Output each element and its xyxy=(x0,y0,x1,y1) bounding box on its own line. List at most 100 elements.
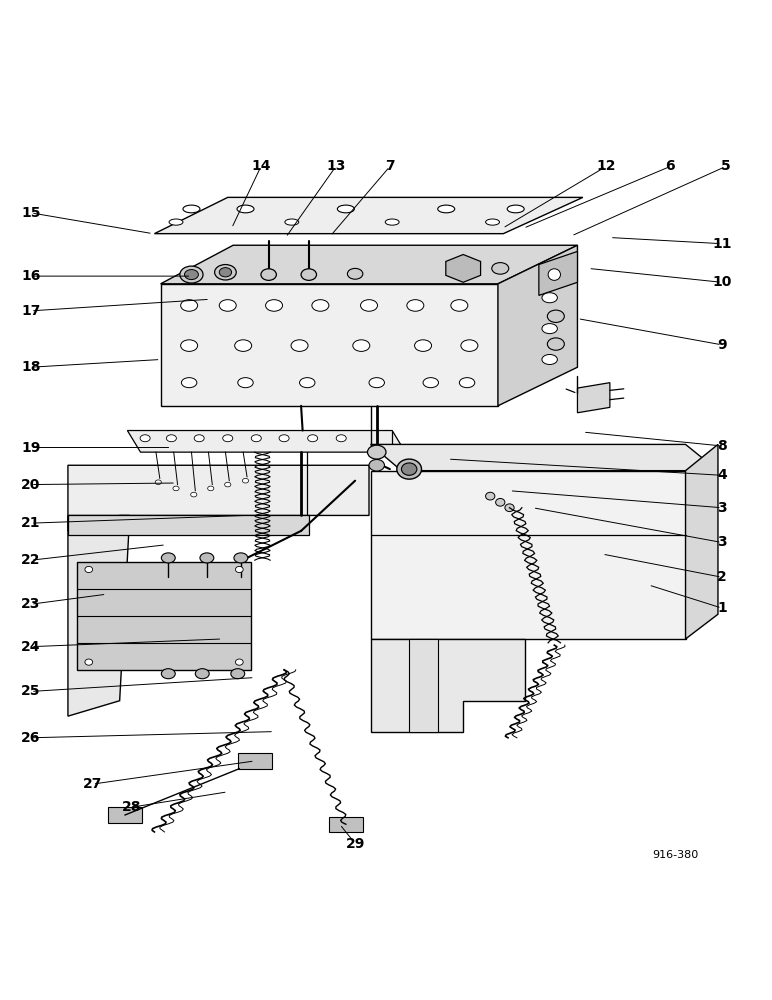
Ellipse shape xyxy=(459,378,475,388)
Text: 3: 3 xyxy=(717,501,726,515)
Polygon shape xyxy=(161,284,498,406)
Text: 22: 22 xyxy=(21,553,41,567)
Ellipse shape xyxy=(235,566,243,573)
Ellipse shape xyxy=(407,300,424,311)
Polygon shape xyxy=(498,245,577,406)
Ellipse shape xyxy=(181,378,197,388)
Ellipse shape xyxy=(238,378,253,388)
Text: 14: 14 xyxy=(251,159,271,173)
Ellipse shape xyxy=(312,300,329,311)
Ellipse shape xyxy=(235,340,252,351)
Text: 26: 26 xyxy=(21,731,41,745)
Ellipse shape xyxy=(215,265,236,280)
Ellipse shape xyxy=(337,205,354,213)
Ellipse shape xyxy=(180,266,203,283)
Ellipse shape xyxy=(367,445,386,459)
Ellipse shape xyxy=(235,659,243,665)
Text: 7: 7 xyxy=(385,159,394,173)
Ellipse shape xyxy=(423,378,438,388)
Text: 15: 15 xyxy=(21,206,41,220)
Text: 17: 17 xyxy=(21,304,41,318)
Ellipse shape xyxy=(385,219,399,225)
Ellipse shape xyxy=(161,553,175,563)
Text: 21: 21 xyxy=(21,516,41,530)
Ellipse shape xyxy=(242,478,249,483)
Ellipse shape xyxy=(300,378,315,388)
Text: 20: 20 xyxy=(21,478,41,492)
Text: 1: 1 xyxy=(717,601,726,615)
Ellipse shape xyxy=(85,659,93,665)
Polygon shape xyxy=(445,255,481,282)
Text: 19: 19 xyxy=(21,441,41,455)
Ellipse shape xyxy=(251,435,261,442)
Ellipse shape xyxy=(181,300,198,311)
Ellipse shape xyxy=(301,269,317,280)
Text: 16: 16 xyxy=(21,269,41,283)
Text: 10: 10 xyxy=(712,275,732,289)
Ellipse shape xyxy=(231,669,245,679)
Text: 11: 11 xyxy=(712,237,732,251)
Ellipse shape xyxy=(369,459,384,471)
Text: 2: 2 xyxy=(717,570,726,584)
Ellipse shape xyxy=(415,340,432,351)
Text: 18: 18 xyxy=(21,360,41,374)
Ellipse shape xyxy=(505,504,514,512)
Ellipse shape xyxy=(237,205,254,213)
Ellipse shape xyxy=(169,219,183,225)
Ellipse shape xyxy=(336,435,346,442)
Ellipse shape xyxy=(85,566,93,573)
Text: 13: 13 xyxy=(326,159,346,173)
Ellipse shape xyxy=(451,300,468,311)
Ellipse shape xyxy=(161,669,175,679)
Ellipse shape xyxy=(369,378,384,388)
Ellipse shape xyxy=(547,310,564,322)
Text: 25: 25 xyxy=(21,684,41,698)
Ellipse shape xyxy=(266,300,283,311)
Ellipse shape xyxy=(461,340,478,351)
Polygon shape xyxy=(371,471,686,639)
Text: 6: 6 xyxy=(665,159,675,173)
Ellipse shape xyxy=(155,480,161,485)
Ellipse shape xyxy=(219,300,236,311)
Ellipse shape xyxy=(486,492,495,500)
Polygon shape xyxy=(127,431,405,452)
Text: 27: 27 xyxy=(83,777,103,791)
Ellipse shape xyxy=(285,219,299,225)
Ellipse shape xyxy=(397,459,422,479)
Ellipse shape xyxy=(486,219,499,225)
Ellipse shape xyxy=(353,340,370,351)
Ellipse shape xyxy=(191,492,197,497)
Ellipse shape xyxy=(208,486,214,491)
Polygon shape xyxy=(371,444,718,471)
Ellipse shape xyxy=(401,463,417,475)
Ellipse shape xyxy=(185,270,198,280)
Polygon shape xyxy=(409,639,438,732)
Ellipse shape xyxy=(492,263,509,274)
Ellipse shape xyxy=(548,269,560,280)
Ellipse shape xyxy=(225,482,231,487)
Polygon shape xyxy=(577,383,610,413)
Ellipse shape xyxy=(234,553,248,563)
Ellipse shape xyxy=(200,553,214,563)
Ellipse shape xyxy=(183,205,200,213)
Ellipse shape xyxy=(181,340,198,351)
Polygon shape xyxy=(108,807,142,823)
Polygon shape xyxy=(371,639,525,732)
Polygon shape xyxy=(238,753,272,769)
Text: 12: 12 xyxy=(596,159,616,173)
Polygon shape xyxy=(398,466,423,478)
Ellipse shape xyxy=(140,435,150,442)
Polygon shape xyxy=(68,465,369,531)
Polygon shape xyxy=(154,197,583,234)
Ellipse shape xyxy=(361,300,378,311)
Ellipse shape xyxy=(261,269,276,280)
Ellipse shape xyxy=(307,435,317,442)
Text: 23: 23 xyxy=(21,597,41,611)
Ellipse shape xyxy=(173,486,179,491)
Ellipse shape xyxy=(347,268,363,279)
Ellipse shape xyxy=(542,324,557,334)
Polygon shape xyxy=(686,444,718,639)
Ellipse shape xyxy=(496,498,505,506)
Ellipse shape xyxy=(542,354,557,365)
Text: 5: 5 xyxy=(721,159,730,173)
